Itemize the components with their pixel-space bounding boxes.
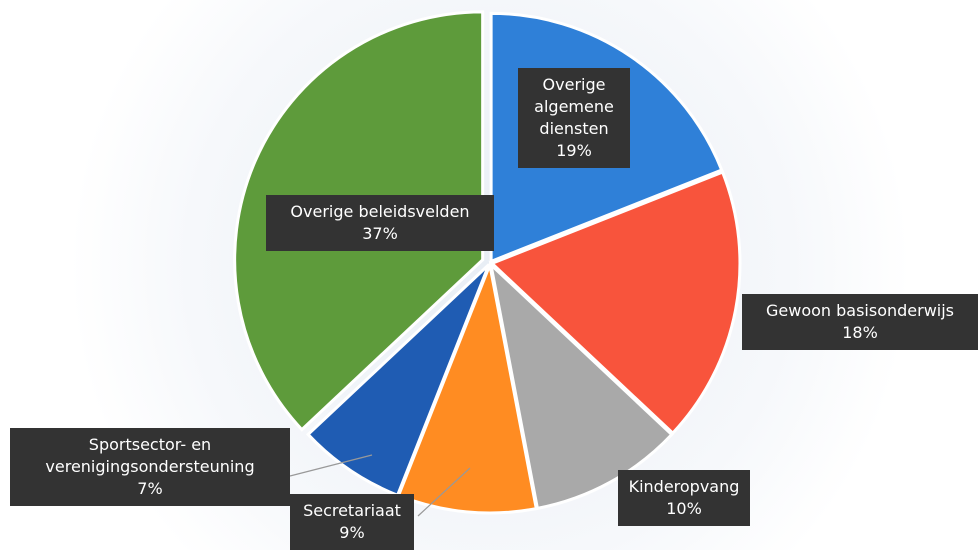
pie-slice — [488, 260, 674, 511]
data-label: Gewoon basisonderwijs 18% — [742, 294, 978, 350]
pie-slice — [489, 170, 742, 436]
label-name: Overige algemene diensten — [534, 75, 614, 138]
label-value: 9% — [339, 523, 365, 542]
data-label: Kinderopvang 10% — [618, 470, 750, 526]
label-value: 19% — [556, 141, 592, 160]
label-name: Overige beleidsvelden — [290, 202, 470, 221]
data-label: Overige beleidsvelden 37% — [266, 195, 494, 251]
label-name: Kinderopvang — [628, 477, 740, 496]
leader-line — [417, 467, 471, 517]
label-value: 10% — [666, 499, 702, 518]
data-label: Secretariaat 9% — [290, 494, 414, 550]
label-name: Sportsector- en verenigingsondersteuning — [45, 435, 255, 476]
label-name: Gewoon basisonderwijs — [765, 301, 955, 320]
label-value: 18% — [842, 323, 878, 342]
label-value: 37% — [362, 224, 398, 243]
label-value: 7% — [137, 479, 163, 498]
leader-line — [289, 454, 373, 477]
label-name: Secretariaat — [303, 501, 401, 520]
data-label: Overige algemene diensten 19% — [518, 68, 630, 168]
data-label: Sportsector- en verenigingsondersteuning… — [10, 428, 290, 506]
